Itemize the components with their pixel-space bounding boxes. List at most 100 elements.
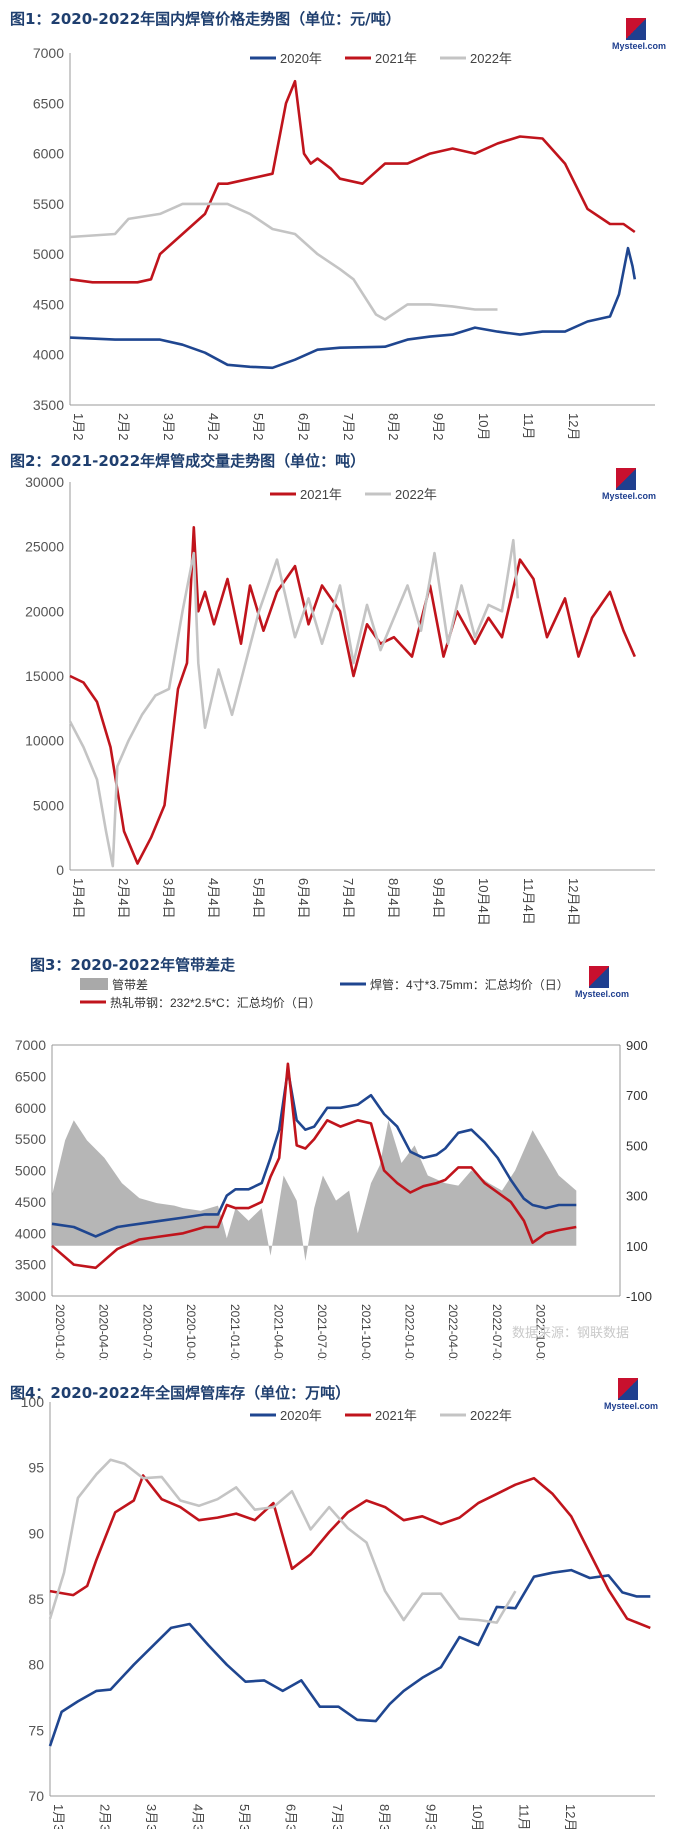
y-tick-label: 5500 bbox=[33, 196, 64, 212]
x-tick-label: 1月2日 bbox=[71, 413, 86, 440]
y-tick-label: 4000 bbox=[33, 347, 64, 363]
x-tick-label: 2022-10-02 bbox=[534, 1304, 548, 1360]
y-tick-label: 0 bbox=[56, 862, 64, 878]
chart-title: 图4：2020-2022年全国焊管库存（单位：万吨） bbox=[10, 1384, 351, 1402]
chart-title: 图2：2021-2022年焊管成交量走势图（单位：吨） bbox=[10, 452, 366, 470]
legend-label: 2020年 bbox=[280, 1408, 322, 1423]
x-tick-label: 2月3日 bbox=[98, 1804, 113, 1829]
y-tick-label: 6000 bbox=[15, 1100, 46, 1116]
x-tick-label: 2021-04-02 bbox=[271, 1304, 285, 1360]
series-line-热轧带钢：232*2.5*C：汇总均价（日） bbox=[51, 1062, 577, 1270]
chart-svg-1: 3500 4000 4500 5000 5500 6000 6500 7000 1月2日 2月2日… bbox=[33, 45, 655, 440]
x-tick-label: 4月2日 bbox=[206, 413, 221, 440]
legend-label: 2022年 bbox=[470, 1408, 512, 1423]
x-tick-label: 12月4日 bbox=[566, 878, 581, 926]
x-tick-label: 12月2日 bbox=[566, 413, 581, 440]
legend-label: 2022年 bbox=[395, 487, 437, 502]
series-line-2020年 bbox=[69, 246, 637, 370]
x-tick-label: 4月4日 bbox=[206, 878, 221, 918]
x-tick-label: 6月3日 bbox=[284, 1804, 299, 1829]
mysteel-logo: Mysteel.com bbox=[602, 468, 656, 504]
legend-label: 2021年 bbox=[375, 1408, 417, 1423]
x-tick-label: 7月2日 bbox=[341, 413, 356, 440]
y2-tick-label: 100 bbox=[626, 1239, 648, 1254]
y-tick-label: 90 bbox=[28, 1525, 44, 1541]
y-tick-label: 95 bbox=[28, 1460, 44, 1476]
x-tick-label: 9月4日 bbox=[431, 878, 446, 918]
x-tick-label: 7月3日 bbox=[330, 1804, 345, 1829]
x-tick-label: 12月3日 bbox=[563, 1804, 578, 1829]
x-tick-label: 3月4日 bbox=[161, 878, 176, 918]
legend-label: 焊管：4寸*3.75mm：汇总均价（日） bbox=[370, 977, 569, 992]
y-tick-label: 70 bbox=[28, 1788, 44, 1804]
mysteel-logo: Mysteel.com bbox=[575, 966, 629, 1002]
y2-tick-label: 300 bbox=[626, 1189, 648, 1204]
chart-title: 图3：2020-2022年管带差走 bbox=[30, 956, 236, 974]
chart-title: 图1：2020-2022年国内焊管价格走势图（单位：元/吨） bbox=[10, 10, 401, 28]
series-line-2021年 bbox=[69, 79, 636, 284]
x-tick-label: 10月4日 bbox=[476, 878, 491, 926]
x-tick-label: 2022-04-02 bbox=[446, 1304, 460, 1360]
series-line-焊管：4寸*3.75mm：汇总均价（日） bbox=[51, 1068, 577, 1238]
x-tick-label: 8月3日 bbox=[377, 1804, 392, 1829]
y-tick-label: 4000 bbox=[15, 1225, 46, 1241]
legend-label: 2021年 bbox=[300, 487, 342, 502]
y-tick-label: 6500 bbox=[15, 1068, 46, 1084]
series-line-2021年 bbox=[49, 1474, 651, 1630]
x-tick-label: 2021-10-02 bbox=[359, 1304, 373, 1360]
mysteel-logo-icon bbox=[618, 1378, 638, 1400]
y-tick-label: 5000 bbox=[33, 797, 64, 813]
x-tick-label: 1月3日 bbox=[51, 1804, 66, 1829]
mysteel-logo-icon bbox=[616, 468, 636, 490]
y-tick-label: 85 bbox=[28, 1591, 44, 1607]
y-tick-label: 100 bbox=[21, 1394, 45, 1410]
x-tick-label: 3月2日 bbox=[161, 413, 176, 440]
x-tick-label: 11月4日 bbox=[521, 878, 536, 925]
y-tick-label: 7000 bbox=[33, 45, 64, 61]
chart-panel-3: 图3：2020-2022年管带差走 Mysteel.com 3000 3500 40… bbox=[0, 930, 686, 1360]
legend-swatch bbox=[80, 978, 108, 990]
x-tick-label: 2022-07-02 bbox=[490, 1304, 504, 1360]
x-tick-label: 2020-04-02 bbox=[97, 1304, 111, 1360]
x-tick-label: 11月2日 bbox=[521, 413, 536, 440]
y-tick-label: 7000 bbox=[15, 1037, 46, 1053]
series-area-管带差 bbox=[52, 1120, 577, 1261]
y2-tick-label: 500 bbox=[626, 1138, 648, 1153]
logo-text: Mysteel.com bbox=[604, 1401, 659, 1411]
series-line-2022年 bbox=[69, 202, 498, 321]
chart-svg-2: 0 5000 10000 15000 20000 25000 30000 1月4日 2月4日 3月… bbox=[25, 474, 655, 926]
x-tick-label: 2020-07-02 bbox=[140, 1304, 154, 1360]
chart-svg-4: 70 75 80 85 90 95 100 1月3日 2月3日 3月3日 4月3日 5月3日 6月3日 7… bbox=[21, 1394, 655, 1829]
y-tick-label: 75 bbox=[28, 1722, 44, 1738]
y-tick-label: 6500 bbox=[33, 95, 64, 111]
y-tick-label: 10000 bbox=[25, 733, 64, 749]
legend-label: 热轧带钢：232*2.5*C：汇总均价（日） bbox=[110, 996, 321, 1010]
y-tick-label: 3000 bbox=[15, 1288, 46, 1304]
series-line-2020年 bbox=[48, 1568, 651, 1747]
x-tick-label: 11月3日 bbox=[516, 1804, 531, 1829]
logo-text: Mysteel.com bbox=[612, 41, 667, 51]
legend-label: 2021年 bbox=[375, 51, 417, 66]
y-tick-label: 30000 bbox=[25, 474, 64, 490]
legend-label: 2022年 bbox=[470, 51, 512, 66]
x-tick-label: 2020-10-02 bbox=[184, 1304, 198, 1360]
series-line-2021年 bbox=[69, 526, 636, 865]
y2-tick-label: 900 bbox=[626, 1038, 648, 1053]
chart-panel-1: 图1：2020-2022年国内焊管价格走势图（单位：元/吨） Mysteel.c… bbox=[0, 0, 686, 440]
data-source-note: 数据来源：钢联数据 bbox=[512, 1326, 630, 1341]
x-tick-label: 6月4日 bbox=[296, 878, 311, 918]
y-tick-label: 5500 bbox=[15, 1131, 46, 1147]
logo-text: Mysteel.com bbox=[602, 491, 657, 501]
chart-panel-2: 图2：2021-2022年焊管成交量走势图（单位：吨） Mysteel.com … bbox=[0, 440, 686, 930]
legend-label: 管带差 bbox=[112, 977, 148, 992]
x-tick-label: 5月2日 bbox=[251, 413, 266, 440]
chart-svg-3: 3000 3500 4000 4500 5000 5500 6000 6500 7000 -100… bbox=[15, 977, 652, 1360]
mysteel-logo-icon bbox=[626, 18, 646, 40]
y-tick-label: 3500 bbox=[33, 397, 64, 413]
chart-panel-4: 图4：2020-2022年全国焊管库存（单位：万吨） Mysteel.com 7… bbox=[0, 1360, 686, 1829]
y-tick-label: 4500 bbox=[15, 1194, 46, 1210]
series-line-2022年 bbox=[68, 538, 520, 868]
legend-label: 2020年 bbox=[280, 51, 322, 66]
x-tick-label: 10月3日 bbox=[470, 1804, 485, 1829]
y-tick-label: 80 bbox=[28, 1657, 44, 1673]
